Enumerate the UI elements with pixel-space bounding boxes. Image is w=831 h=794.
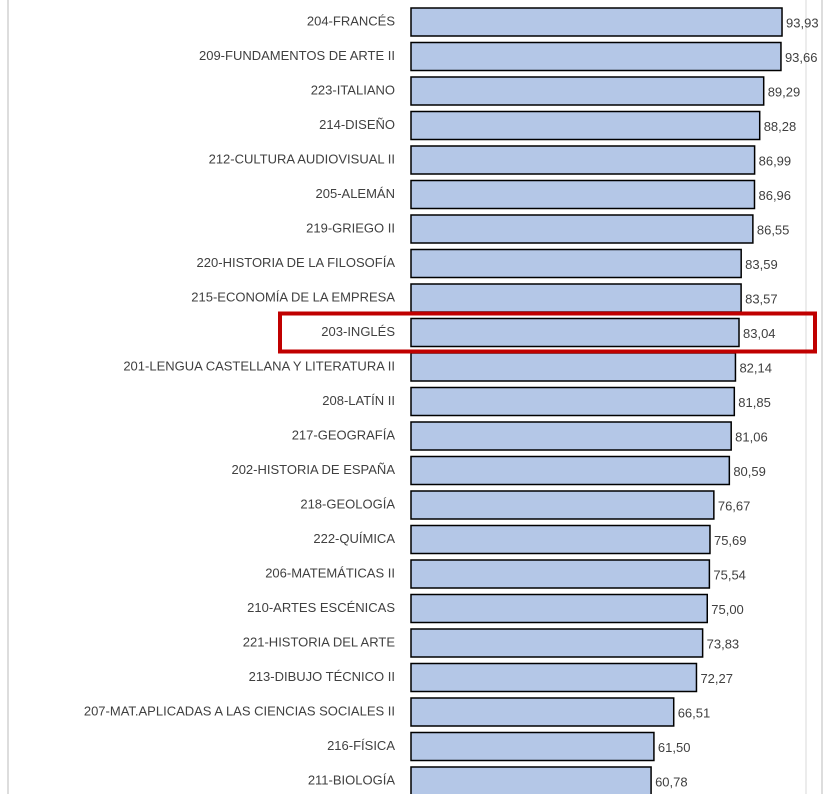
category-label: 215-ECONOMÍA DE LA EMPRESA <box>191 289 395 304</box>
category-label: 218-GEOLOGÍA <box>300 496 395 511</box>
bar <box>410 352 737 382</box>
bar <box>410 490 715 520</box>
bar <box>410 76 765 106</box>
value-label: 73,83 <box>707 636 740 651</box>
value-label: 83,04 <box>743 326 776 341</box>
bar <box>410 145 756 175</box>
category-label: 209-FUNDAMENTOS DE ARTE II <box>199 48 395 63</box>
value-label: 86,99 <box>759 153 792 168</box>
category-label: 205-ALEMÁN <box>316 186 395 201</box>
bar <box>410 7 783 37</box>
bar <box>410 248 742 279</box>
bar <box>410 317 740 348</box>
bar <box>410 559 711 589</box>
category-label: 216-FÍSICA <box>327 738 395 753</box>
value-label: 75,69 <box>714 533 747 548</box>
value-label: 82,14 <box>739 360 772 375</box>
category-label: 208-LATÍN II <box>322 393 395 408</box>
bar <box>410 455 731 486</box>
category-label: 219-GRIEGO II <box>306 220 395 235</box>
category-label: 201-LENGUA CASTELLANA Y LITERATURA II <box>123 358 395 373</box>
bar <box>410 662 698 693</box>
bar <box>410 697 675 727</box>
value-label: 86,55 <box>757 222 790 237</box>
category-label: 214-DISEÑO <box>319 117 395 132</box>
value-label: 61,50 <box>658 740 691 755</box>
bar <box>410 421 732 451</box>
value-label: 80,59 <box>733 464 766 479</box>
bar <box>410 731 655 762</box>
category-label: 220-HISTORIA DE LA FILOSOFÍA <box>197 255 396 270</box>
value-label: 83,57 <box>745 291 778 306</box>
category-label: 213-DIBUJO TÉCNICO II <box>249 669 395 684</box>
bar <box>410 386 736 417</box>
category-label: 206-MATEMÁTICAS II <box>265 565 395 580</box>
value-label: 81,06 <box>735 429 768 444</box>
bar <box>410 214 754 244</box>
value-label: 66,51 <box>678 705 711 720</box>
category-label: 222-QUÍMICA <box>313 531 395 546</box>
bar <box>410 628 704 658</box>
category-label: 204-FRANCÉS <box>307 13 395 28</box>
category-label: 223-ITALIANO <box>311 82 395 97</box>
category-label: 210-ARTES ESCÉNICAS <box>247 600 395 615</box>
bar <box>410 110 761 141</box>
category-label: 202-HISTORIA DE ESPAÑA <box>231 462 395 477</box>
bar <box>410 766 652 794</box>
bar <box>410 179 756 210</box>
value-label: 93,66 <box>785 50 818 65</box>
category-label: 217-GEOGRAFÍA <box>292 427 396 442</box>
value-label: 89,29 <box>768 84 801 99</box>
value-label: 93,93 <box>786 15 819 30</box>
bar <box>410 41 782 72</box>
bar <box>410 283 742 313</box>
value-label: 76,67 <box>718 498 751 513</box>
value-label: 81,85 <box>738 395 771 410</box>
category-label: 207-MAT.APLICADAS A LAS CIENCIAS SOCIALE… <box>84 703 395 718</box>
category-label: 221-HISTORIA DEL ARTE <box>243 634 396 649</box>
category-label: 203-INGLÉS <box>321 324 395 339</box>
bar <box>410 593 708 624</box>
highlight-box <box>278 311 817 354</box>
value-label: 60,78 <box>655 774 688 789</box>
value-label: 75,54 <box>713 567 746 582</box>
value-label: 86,96 <box>758 188 791 203</box>
value-label: 75,00 <box>711 602 744 617</box>
value-label: 88,28 <box>764 119 797 134</box>
value-label: 72,27 <box>700 671 733 686</box>
category-label: 211-BIOLOGÍA <box>308 772 396 787</box>
bar <box>410 524 711 555</box>
value-label: 83,59 <box>745 257 778 272</box>
category-label: 212-CULTURA AUDIOVISUAL II <box>209 151 395 166</box>
